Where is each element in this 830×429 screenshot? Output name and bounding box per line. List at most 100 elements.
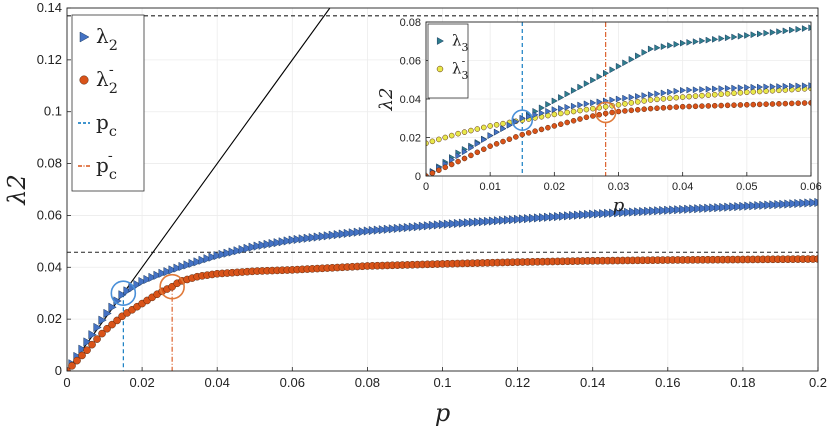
data-point [213, 250, 222, 261]
data-point [68, 361, 76, 370]
data-point [669, 205, 678, 215]
data-point [143, 274, 152, 285]
data-point [343, 228, 353, 239]
data-point [463, 218, 473, 228]
data-point [789, 199, 798, 209]
data-point [577, 116, 583, 122]
data-point [794, 198, 803, 209]
data-point [686, 103, 692, 110]
data-point [714, 203, 723, 213]
data-point [303, 233, 313, 243]
data-point [599, 208, 608, 219]
data-point [532, 128, 538, 134]
data-point [615, 62, 623, 70]
data-point [744, 84, 751, 91]
data-point [718, 102, 724, 109]
data-point [474, 126, 481, 132]
data-point [602, 110, 609, 117]
data-point [750, 89, 757, 95]
data-point [569, 210, 578, 221]
data-layer [67, 8, 818, 371]
y-tick-label: 0 [415, 171, 421, 183]
data-point [737, 84, 744, 92]
data-point [641, 48, 648, 56]
x-tick-label: 0 [423, 181, 429, 193]
data-point [551, 111, 558, 118]
data-point [729, 202, 738, 212]
data-point [624, 207, 633, 217]
legend-subscript: c [109, 124, 117, 140]
data-point [461, 129, 468, 135]
data-point [358, 226, 368, 237]
data-point [779, 199, 788, 209]
data-point [513, 214, 523, 224]
data-point [123, 286, 132, 296]
inset-axes: 0 0.01 0.02 0.03 0.04 0.05 0.06 0 0.02 0.04 0.06 0.… [376, 17, 822, 216]
series-0 [67, 197, 818, 371]
data-point [615, 101, 622, 108]
data-point [481, 136, 488, 144]
x-axis-label: p [435, 399, 450, 427]
data-point [506, 121, 513, 129]
y-tick-label: 0.02 [37, 311, 62, 326]
data-point [442, 164, 449, 171]
x-tick-label: 0.1 [433, 375, 451, 390]
data-point [564, 211, 573, 221]
legend-subscript: 3 [462, 41, 469, 54]
data-point [544, 212, 553, 222]
data-point [118, 290, 127, 300]
data-point [108, 302, 117, 312]
data-point [750, 31, 757, 39]
data-point [774, 199, 783, 210]
data-point [667, 95, 673, 102]
data-point [478, 217, 488, 227]
data-point [525, 130, 532, 136]
annotation-circle [594, 101, 617, 124]
x-tick-label: 0.04 [672, 181, 693, 193]
data-point [577, 83, 584, 91]
data-point [659, 205, 668, 216]
data-point [649, 206, 658, 216]
data-point [353, 227, 363, 237]
data-point [436, 136, 442, 143]
data-point [654, 90, 661, 98]
data-point [373, 225, 383, 235]
data-point [705, 36, 712, 44]
data-point [518, 214, 528, 224]
data-point [526, 113, 533, 120]
data-point [532, 111, 539, 119]
data-point [680, 39, 687, 47]
data-point [628, 100, 635, 106]
data-point [113, 316, 121, 325]
data-point [480, 146, 487, 153]
data-point [238, 244, 247, 255]
data-point [564, 90, 571, 98]
data-point [764, 200, 773, 210]
data-point [709, 203, 718, 213]
x-tick-label: 0.12 [505, 375, 530, 390]
data-point [590, 113, 596, 119]
data-point [173, 263, 182, 273]
data-point [443, 219, 453, 229]
x-tick-label: 0.16 [655, 375, 680, 390]
data-point [705, 85, 712, 93]
data-point [692, 86, 700, 94]
data-point [574, 210, 583, 220]
legend-label: pc- [96, 148, 117, 183]
data-point [699, 86, 706, 93]
data-point [776, 28, 783, 36]
data-point [763, 83, 770, 91]
data-point [694, 204, 703, 214]
data-point [268, 238, 277, 249]
data-point [673, 94, 680, 101]
data-point [769, 28, 777, 36]
data-point [596, 73, 603, 81]
data-point [680, 86, 687, 94]
data-point [93, 322, 102, 333]
data-point [570, 102, 578, 110]
data-point [628, 93, 635, 101]
data-point [664, 205, 673, 215]
data-point [98, 329, 106, 338]
data-point [559, 211, 568, 221]
